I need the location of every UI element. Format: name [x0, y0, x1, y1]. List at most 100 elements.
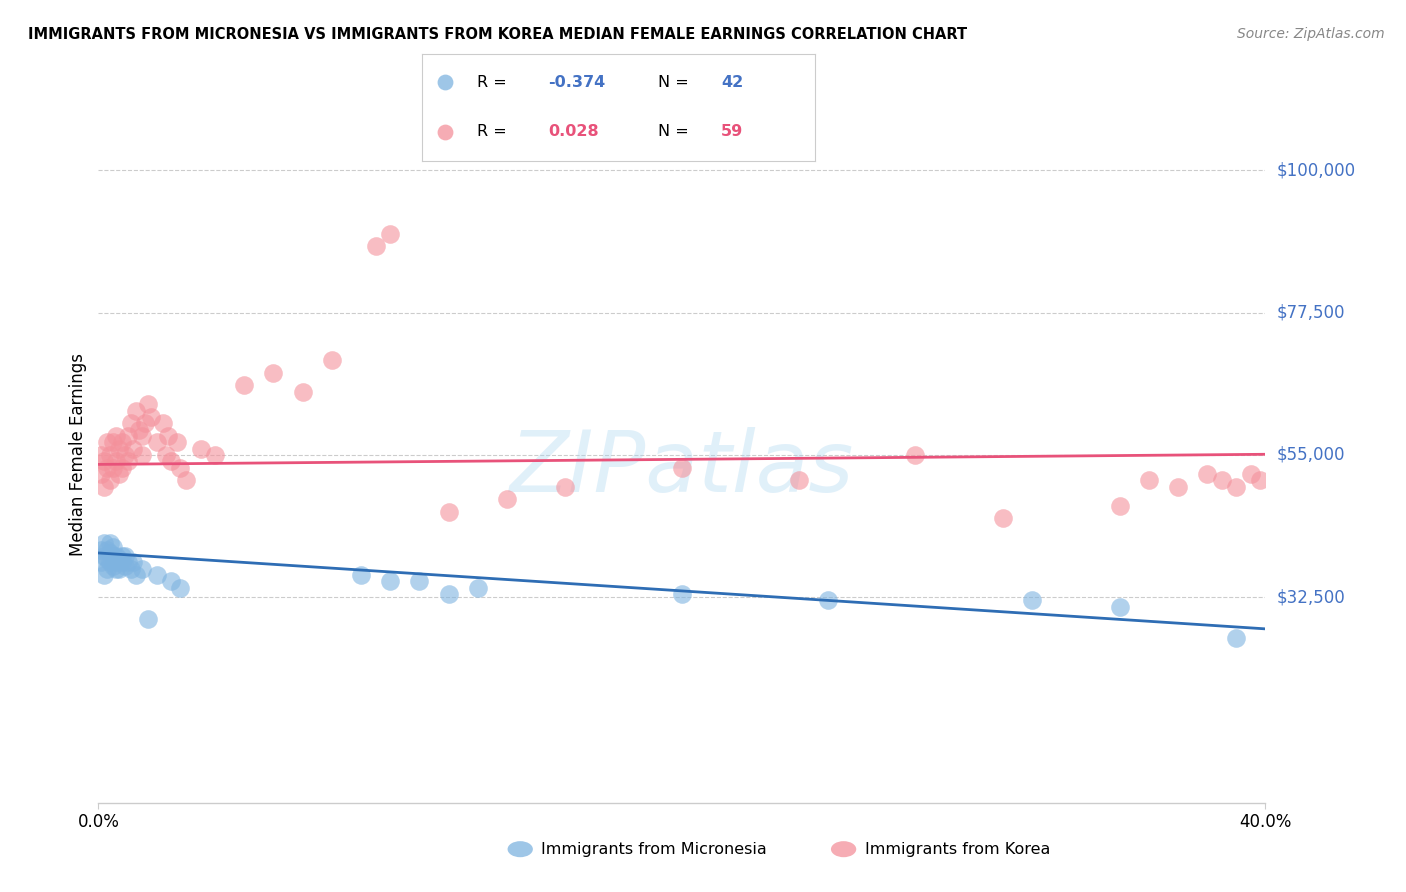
Point — [96, 552, 118, 566]
Point — [93, 549, 115, 563]
Point — [101, 558, 124, 573]
Point — [169, 581, 191, 595]
Text: $77,500: $77,500 — [1277, 303, 1346, 322]
Point — [1225, 479, 1247, 493]
Point — [904, 448, 927, 462]
Point — [90, 448, 112, 462]
Point — [96, 460, 118, 475]
Point — [1211, 473, 1233, 487]
Point — [93, 536, 115, 550]
Point — [174, 473, 197, 487]
Point — [101, 549, 124, 563]
Point — [114, 549, 136, 563]
Point — [434, 125, 457, 139]
Point — [434, 75, 457, 89]
Point — [114, 448, 136, 462]
Point — [134, 417, 156, 431]
Point — [554, 479, 576, 493]
Point — [495, 492, 517, 507]
Point — [101, 435, 124, 450]
Point — [96, 542, 118, 557]
Point — [101, 460, 124, 475]
Point — [111, 549, 134, 563]
Point — [1021, 593, 1043, 607]
Point — [90, 556, 112, 570]
Point — [98, 448, 121, 462]
Point — [93, 568, 115, 582]
Point — [467, 581, 489, 595]
Y-axis label: Median Female Earnings: Median Female Earnings — [69, 353, 87, 557]
Point — [125, 403, 148, 417]
Point — [122, 556, 145, 570]
Text: ZIPatlas: ZIPatlas — [510, 427, 853, 510]
Point — [1108, 599, 1130, 614]
Point — [93, 479, 115, 493]
Point — [291, 384, 314, 399]
Point — [157, 429, 180, 443]
Point — [125, 568, 148, 582]
Point — [108, 442, 131, 456]
Point — [378, 574, 402, 589]
Point — [437, 505, 460, 519]
Text: Source: ZipAtlas.com: Source: ZipAtlas.com — [1237, 27, 1385, 41]
Point — [1225, 632, 1247, 646]
Point — [128, 423, 150, 437]
Point — [136, 612, 159, 626]
Point — [120, 562, 142, 576]
Point — [1167, 479, 1189, 493]
Point — [437, 587, 460, 601]
Point — [111, 435, 134, 450]
Point — [1249, 473, 1271, 487]
Point — [131, 562, 153, 576]
Point — [120, 417, 142, 431]
Point — [117, 454, 139, 468]
Point — [139, 409, 162, 424]
Point — [117, 429, 139, 443]
Text: R =: R = — [477, 75, 512, 90]
Text: Immigrants from Korea: Immigrants from Korea — [865, 842, 1050, 856]
Point — [160, 574, 183, 589]
Point — [98, 473, 121, 487]
Point — [108, 467, 131, 481]
Point — [98, 546, 121, 560]
Point — [111, 460, 134, 475]
Point — [991, 511, 1014, 525]
Text: 59: 59 — [721, 124, 744, 139]
Point — [117, 556, 139, 570]
Point — [114, 558, 136, 573]
Text: 0.028: 0.028 — [548, 124, 599, 139]
Text: -0.374: -0.374 — [548, 75, 605, 90]
Text: $55,000: $55,000 — [1277, 446, 1346, 464]
Point — [108, 552, 131, 566]
Point — [152, 417, 174, 431]
Point — [262, 366, 284, 380]
Point — [104, 454, 127, 468]
Point — [364, 239, 387, 253]
Text: IMMIGRANTS FROM MICRONESIA VS IMMIGRANTS FROM KOREA MEDIAN FEMALE EARNINGS CORRE: IMMIGRANTS FROM MICRONESIA VS IMMIGRANTS… — [28, 27, 967, 42]
Point — [108, 562, 131, 576]
Point — [160, 454, 183, 468]
Point — [1240, 467, 1263, 481]
Text: N =: N = — [658, 124, 695, 139]
Point — [96, 435, 118, 450]
Point — [204, 448, 226, 462]
Point — [169, 460, 191, 475]
Point — [1108, 499, 1130, 513]
Point — [98, 556, 121, 570]
Point — [93, 454, 115, 468]
Point — [111, 556, 134, 570]
Point — [787, 473, 810, 487]
Point — [96, 562, 118, 576]
Point — [155, 448, 177, 462]
Point — [131, 429, 153, 443]
Text: $32,500: $32,500 — [1277, 588, 1346, 607]
Point — [101, 540, 124, 554]
Point — [122, 442, 145, 456]
Point — [166, 435, 188, 450]
Point — [146, 435, 169, 450]
Point — [131, 448, 153, 462]
Text: R =: R = — [477, 124, 512, 139]
Point — [321, 353, 343, 368]
Point — [350, 568, 373, 582]
Point — [98, 536, 121, 550]
